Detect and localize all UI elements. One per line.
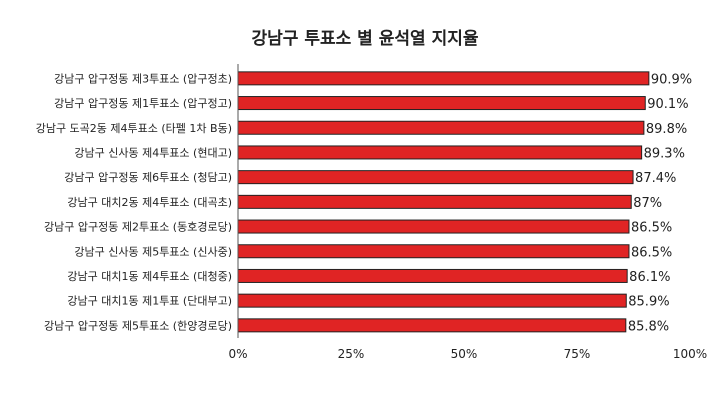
category-label: 강남구 압구정동 제5투표소 (한양경로당)	[44, 319, 232, 332]
x-tick-label: 50%	[451, 347, 478, 361]
value-label: 86.5%	[631, 245, 672, 260]
category-label: 강남구 압구정동 제6투표소 (청담고)	[64, 171, 232, 184]
bar	[237, 71, 650, 86]
chart-title: 강남구 투표소 별 윤석열 지지율	[252, 29, 479, 49]
value-label: 86.5%	[631, 221, 672, 236]
bar	[237, 145, 643, 160]
bar	[237, 96, 646, 111]
x-axis-ticks: 0% 25% 50% 75% 100%	[228, 347, 707, 361]
bar	[237, 170, 634, 185]
category-label: 강남구 압구정동 제1투표소 (압구정고)	[54, 97, 232, 110]
value-label: 86.1%	[629, 270, 670, 285]
value-label: 85.8%	[628, 319, 669, 334]
x-tick-label: 75%	[564, 347, 591, 361]
x-tick-label: 0%	[228, 347, 247, 361]
bar	[237, 219, 630, 234]
category-label: 강남구 신사동 제5투표소 (신사중)	[74, 245, 232, 258]
x-tick-label: 25%	[338, 347, 365, 361]
value-label: 90.9%	[651, 72, 692, 87]
category-label: 강남구 압구정동 제3투표소 (압구정초)	[54, 72, 232, 85]
bar	[237, 120, 645, 135]
category-label: 강남구 대치1동 제4투표소 (대청중)	[67, 270, 232, 283]
category-label: 강남구 압구정동 제2투표소 (동호경로당)	[44, 221, 232, 234]
value-label: 89.8%	[646, 122, 687, 137]
bar	[237, 293, 627, 308]
x-tick-label: 100%	[673, 347, 707, 361]
value-label: 87%	[633, 196, 662, 211]
value-label: 87.4%	[635, 171, 676, 186]
value-label: 90.1%	[647, 97, 688, 112]
bar	[237, 318, 627, 333]
category-label: 강남구 대치1동 제1투표 (단대부고)	[67, 295, 232, 308]
category-label: 강남구 신사동 제4투표소 (현대고)	[74, 146, 232, 159]
bar	[237, 194, 632, 209]
category-label: 강남구 도곡2동 제4투표소 (타펠 1차 B동)	[36, 122, 232, 135]
value-label: 85.9%	[628, 295, 669, 310]
category-label: 강남구 대치2동 제4투표소 (대곡초)	[67, 196, 232, 209]
bar	[237, 244, 630, 259]
bar	[237, 268, 628, 283]
value-label: 89.3%	[644, 146, 685, 161]
bars-group: 강남구 압구정동 제3투표소 (압구정초) 90.9% 강남구 압구정동 제1투표소…	[36, 71, 692, 334]
